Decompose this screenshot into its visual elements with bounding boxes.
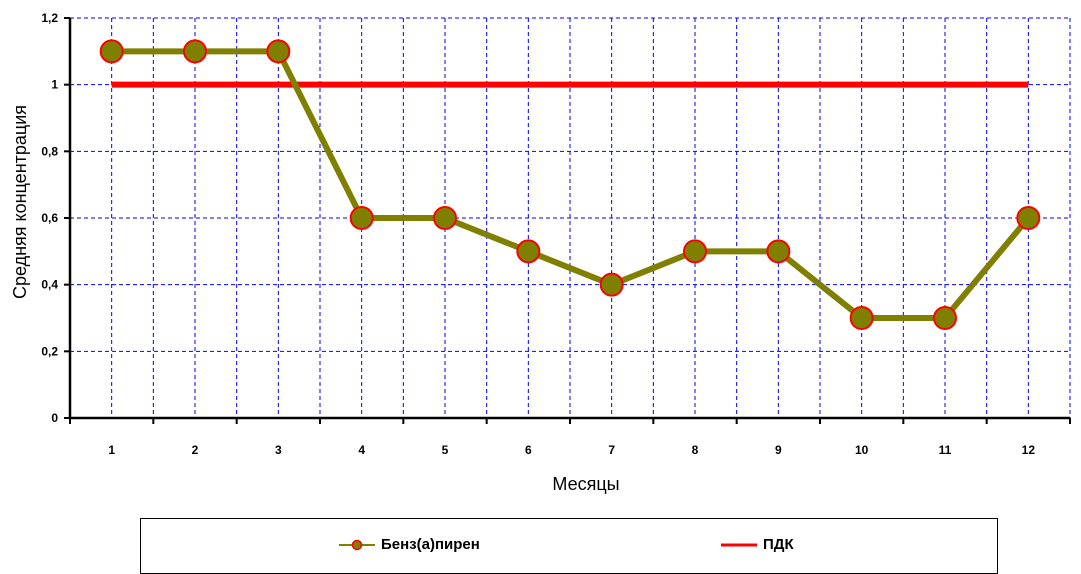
x-tick-label: 3 xyxy=(275,443,282,457)
x-tick-label: 1 xyxy=(108,443,115,457)
x-tick-label: 12 xyxy=(1022,443,1036,457)
x-tick-label: 2 xyxy=(192,443,199,457)
y-tick-label: 0,8 xyxy=(41,144,58,158)
data-point xyxy=(599,272,624,297)
x-tick-label: 7 xyxy=(608,443,615,457)
y-tick-label: 1 xyxy=(51,78,58,92)
legend-label-series-1: Бенз(а)пирен xyxy=(381,536,480,553)
x-tick-label: 11 xyxy=(939,443,952,457)
x-tick-label: 10 xyxy=(855,443,869,457)
x-tick-label: 6 xyxy=(525,443,532,457)
series-line-1 xyxy=(111,48,1031,321)
data-point xyxy=(349,206,374,230)
data-point xyxy=(99,39,124,64)
legend-label-series-2: ПДК xyxy=(763,536,794,553)
data-point xyxy=(683,239,707,264)
y-tick-label: 0,6 xyxy=(41,211,58,225)
x-tick-label: 9 xyxy=(775,443,782,457)
y-tick-label: 1,2 xyxy=(41,11,58,25)
data-point xyxy=(266,39,291,64)
y-axis-title: Средняя концентрация xyxy=(10,105,30,299)
data-point xyxy=(1016,206,1041,230)
data-point xyxy=(516,239,541,264)
y-tick-label: 0 xyxy=(51,411,58,425)
data-point xyxy=(849,306,874,330)
x-tick-label: 5 xyxy=(442,443,449,457)
x-tick-label: 4 xyxy=(358,443,365,457)
axes xyxy=(64,17,1071,424)
data-point xyxy=(766,239,791,264)
grid-lines xyxy=(70,17,1071,418)
legend-item-series-1: Бенз(а)пирен xyxy=(339,536,480,553)
data-series xyxy=(99,39,1041,330)
tick-labels: 00,20,40,60,811,21 2 3 4 5 6 7 8 9 10 11 12 xyxy=(41,11,1035,457)
data-point xyxy=(433,206,457,230)
legend-item-series-2: ПДК xyxy=(721,536,794,553)
data-point xyxy=(933,306,957,330)
line-chart: 00,20,40,60,811,21 2 3 4 5 6 7 8 9 10 11 12 Месяцы … xyxy=(10,11,1071,494)
y-tick-label: 0,2 xyxy=(41,344,58,358)
data-point xyxy=(183,39,207,64)
legend-marker-line-icon xyxy=(721,543,757,546)
x-axis-title: Месяцы xyxy=(552,474,619,494)
y-tick-label: 0,4 xyxy=(41,278,58,292)
x-tick-label: 8 xyxy=(692,443,699,457)
legend-marker-line-circle-icon xyxy=(339,539,375,550)
